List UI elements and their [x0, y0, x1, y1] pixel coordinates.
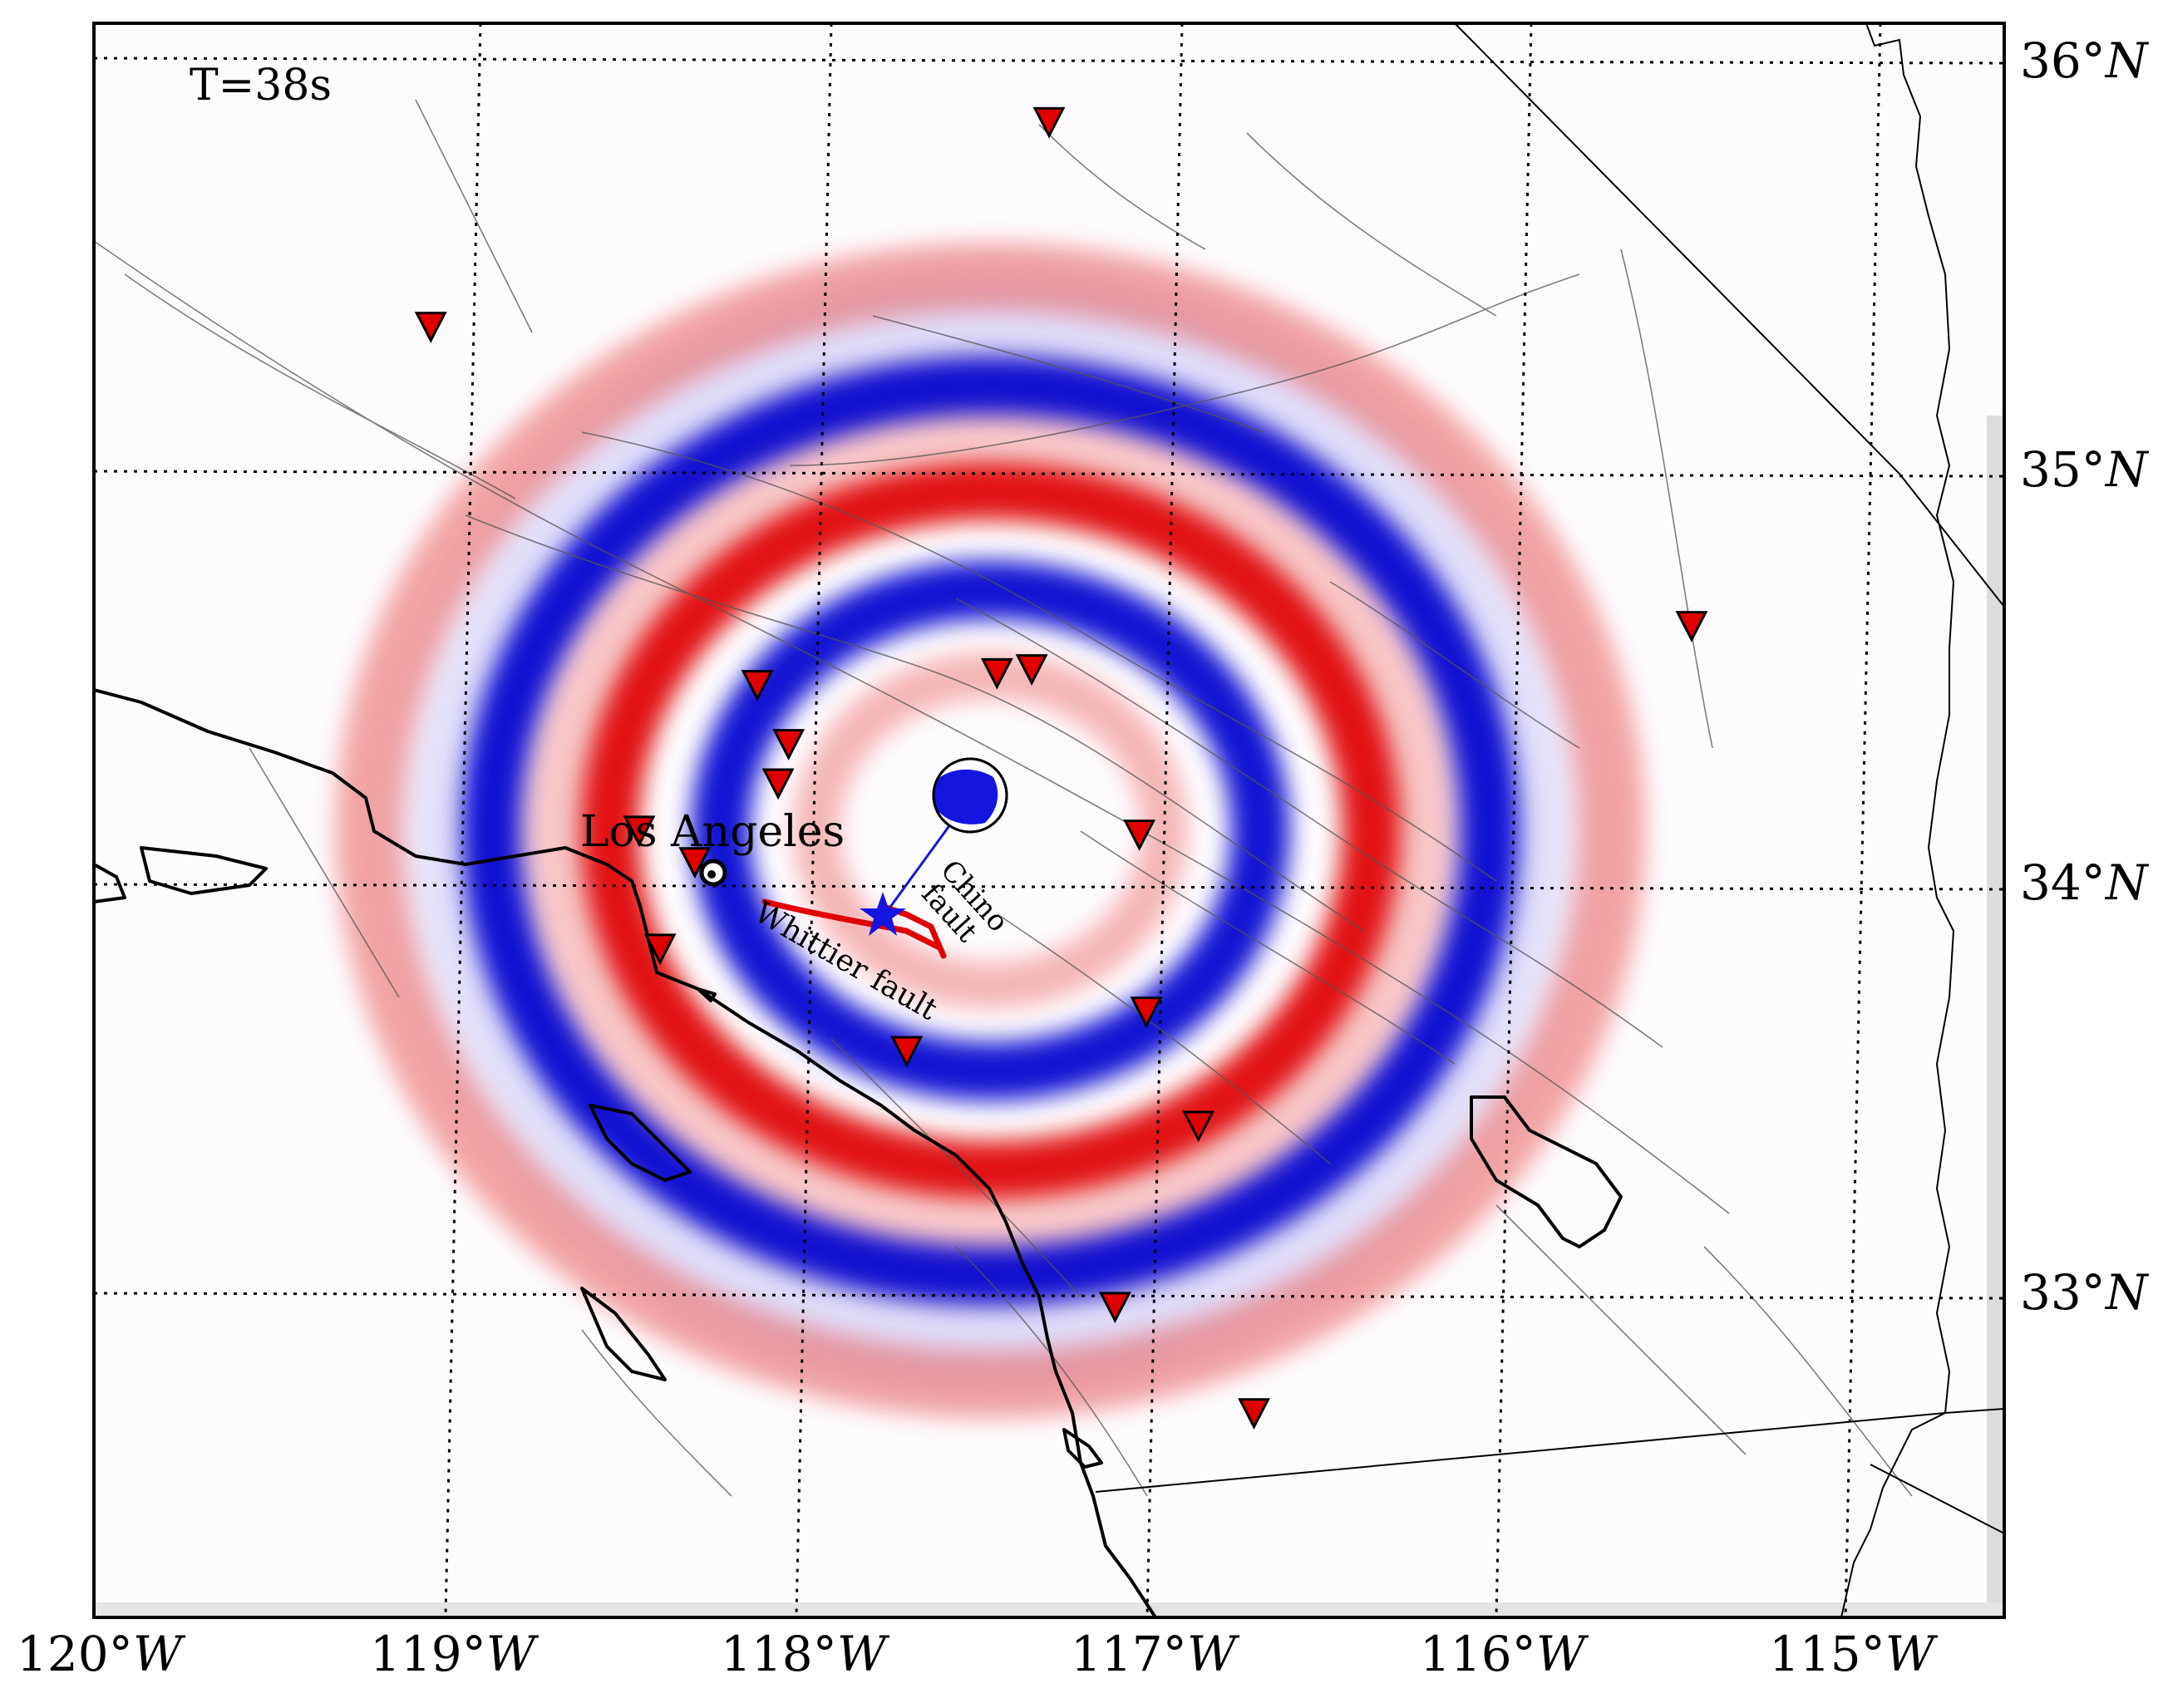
- map-frame: [92, 22, 2006, 1619]
- nodata-strip-east: [1987, 416, 2004, 1617]
- city-label: Los Angeles: [580, 807, 845, 857]
- seismic-stations: [414, 106, 1708, 1430]
- station-triangle-icon: [761, 768, 795, 800]
- epicenter-group: [860, 757, 1008, 936]
- station-triangle-icon: [1238, 1398, 1270, 1430]
- station-triangle-icon: [741, 670, 774, 701]
- station-triangle-icon: [1015, 654, 1048, 686]
- station-triangle-icon: [643, 933, 677, 966]
- lat-label-36: 36°N: [2020, 32, 2150, 89]
- lat-label-33: 33°N: [2020, 1264, 2150, 1321]
- coastline: [94, 688, 1623, 1617]
- fault-traces: [94, 99, 1913, 1497]
- lon-label-117: 117°W: [1071, 1626, 1240, 1682]
- lon-label-120: 120°W: [17, 1626, 186, 1682]
- river-east: [1840, 23, 1955, 1617]
- time-label: T=38s: [190, 61, 332, 111]
- lon-gridlines: [94, 23, 1882, 1617]
- station-triangle-icon: [414, 312, 447, 343]
- lon-label-119: 119°W: [370, 1626, 540, 1682]
- latitude-labels: 36°N 35°N 34°N 33°N: [2020, 32, 2150, 1321]
- lat-label-34: 34°N: [2020, 854, 2150, 911]
- station-triangle-icon: [772, 729, 806, 760]
- longitude-labels: 120°W 119°W 118°W 117°W 116°W 115°W: [17, 1626, 1939, 1682]
- station-triangle-icon: [890, 1036, 924, 1068]
- epicenter-star-icon: [860, 892, 906, 936]
- station-triangle-icon: [1123, 820, 1156, 851]
- station-triangle-icon: [678, 847, 712, 879]
- station-triangle-icon: [1675, 611, 1708, 642]
- lon-label-118: 118°W: [721, 1626, 890, 1682]
- wavefield-ring-2: [691, 560, 1290, 1101]
- city-marker: [699, 859, 727, 887]
- wavefield-ring-4: [461, 356, 1520, 1306]
- lon-label-116: 116°W: [1420, 1626, 1589, 1682]
- lon-label-115: 115°W: [1769, 1626, 1939, 1682]
- wavefield-ring-3: [580, 461, 1401, 1200]
- station-triangle-icon: [1032, 106, 1066, 139]
- station-triangle-icon: [623, 815, 656, 848]
- wavefield-ring-5: [335, 243, 1645, 1418]
- focal-mechanism-beachball-icon: [932, 757, 1008, 834]
- station-triangle-icon: [1182, 1110, 1215, 1143]
- station-triangle-icon: [980, 657, 1013, 690]
- lat-label-35: 35°N: [2020, 441, 2150, 498]
- station-triangle-icon: [1098, 1292, 1131, 1324]
- wavefield-rings: [335, 243, 1645, 1418]
- wavefield-ring-halo: [408, 282, 1573, 1380]
- station-triangle-icon: [1130, 997, 1163, 1028]
- nodata-strip-south: [94, 1602, 2004, 1617]
